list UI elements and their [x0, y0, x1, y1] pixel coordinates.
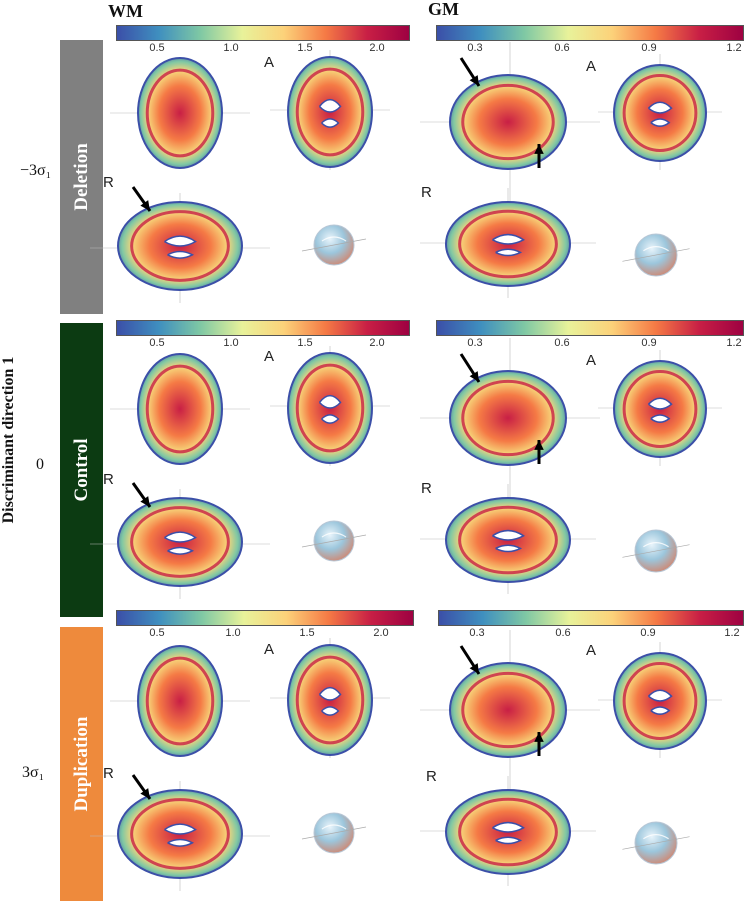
gm-axial-deletion — [445, 201, 571, 287]
colorbar-gm-control — [436, 320, 744, 336]
orient-a-gm-deletion: A — [586, 58, 597, 75]
brain-3d-render-icon — [301, 520, 367, 562]
wm-coronal-control — [287, 352, 373, 464]
tick-gm-4b: 1.2 — [726, 337, 742, 349]
arrow-icon — [534, 144, 544, 168]
wm-sagittal-control — [137, 353, 223, 465]
tick-gm-1: 0.3 — [467, 42, 483, 54]
arrow-icon — [459, 57, 481, 87]
wm-axial-duplication — [117, 789, 243, 879]
arrow-icon — [534, 732, 544, 756]
row-value-deletion: −3σ₁ — [20, 162, 52, 179]
tick-gm-2c: 0.6 — [555, 627, 571, 639]
colorbar-gm-deletion — [436, 25, 744, 41]
wm-axial-deletion — [117, 201, 243, 291]
gm-sagittal-deletion — [449, 74, 567, 170]
orient-a-wm-duplication: A — [264, 641, 275, 658]
tick-gm-1c: 0.3 — [469, 627, 485, 639]
arrow-icon — [459, 353, 481, 383]
tick-gm-4c: 1.2 — [724, 627, 740, 639]
tick-wm-4b: 2.0 — [369, 337, 385, 349]
tick-gm-3c: 0.9 — [640, 627, 656, 639]
tick-wm-1b: 0.5 — [149, 337, 165, 349]
tick-gm-4: 1.2 — [726, 42, 742, 54]
gm-sagittal-duplication — [449, 662, 567, 758]
wm-coronal-deletion — [287, 56, 373, 168]
band-deletion: Deletion — [60, 40, 103, 314]
brain-3d-render-icon — [301, 224, 367, 266]
colorbar-gm-duplication — [438, 610, 744, 626]
brain-3d-render-icon — [622, 529, 690, 573]
orient-r-gm-control: R — [421, 480, 432, 497]
tick-gm-1b: 0.3 — [467, 337, 483, 349]
tick-wm-1c: 0.5 — [149, 627, 165, 639]
arrow-icon — [131, 186, 152, 212]
tick-wm-2: 1.0 — [223, 42, 239, 54]
wm-sagittal-duplication — [137, 645, 223, 757]
band-control: Control — [60, 323, 103, 617]
tick-wm-4c: 2.0 — [373, 627, 389, 639]
gm-coronal-control — [613, 360, 707, 458]
tick-wm-3b: 1.5 — [297, 337, 313, 349]
tick-wm-4: 2.0 — [369, 42, 385, 54]
wm-coronal-duplication — [287, 644, 373, 756]
gm-axial-control — [445, 497, 571, 583]
orient-r-wm-control: R — [103, 471, 114, 488]
column-title-wm: WM — [108, 1, 143, 21]
tick-wm-3: 1.5 — [297, 42, 313, 54]
gm-coronal-duplication — [613, 652, 707, 750]
tick-wm-1: 0.5 — [149, 42, 165, 54]
gm-sagittal-control — [449, 370, 567, 466]
arrow-icon — [131, 774, 152, 800]
colorbar-wm-control — [116, 320, 410, 336]
column-title-gm: GM — [428, 0, 459, 19]
orient-a-wm-deletion: A — [264, 54, 275, 71]
gm-coronal-deletion — [613, 64, 707, 162]
orient-a-gm-duplication: A — [586, 642, 597, 659]
arrow-icon — [459, 645, 481, 675]
gm-axial-duplication — [445, 789, 571, 875]
arrow-icon — [534, 440, 544, 464]
orient-r-wm-duplication: R — [103, 765, 114, 782]
orient-r-gm-deletion: R — [421, 184, 432, 201]
colorbar-wm-deletion — [116, 25, 410, 41]
orient-a-gm-control: A — [586, 352, 597, 369]
wm-sagittal-deletion — [137, 57, 223, 169]
tick-gm-2: 0.6 — [554, 42, 570, 54]
colorbar-wm-duplication — [116, 610, 414, 626]
tick-gm-2b: 0.6 — [554, 337, 570, 349]
band-duplication: Duplication — [60, 627, 103, 901]
orient-r-gm-duplication: R — [426, 768, 437, 785]
brain-3d-render-icon — [622, 821, 690, 865]
tick-wm-2b: 1.0 — [223, 337, 239, 349]
row-value-duplication: 3σ₁ — [22, 764, 45, 781]
tick-gm-3b: 0.9 — [641, 337, 657, 349]
tick-wm-2c: 1.0 — [225, 627, 241, 639]
orient-a-wm-control: A — [264, 348, 275, 365]
arrow-icon — [131, 482, 152, 508]
row-value-control: 0 — [36, 456, 44, 473]
orient-r-wm-deletion: R — [103, 174, 114, 191]
brain-3d-render-icon — [622, 233, 690, 277]
brain-3d-render-icon — [301, 812, 367, 854]
tick-wm-3c: 1.5 — [299, 627, 315, 639]
wm-axial-control — [117, 497, 243, 587]
tick-gm-3: 0.9 — [641, 42, 657, 54]
